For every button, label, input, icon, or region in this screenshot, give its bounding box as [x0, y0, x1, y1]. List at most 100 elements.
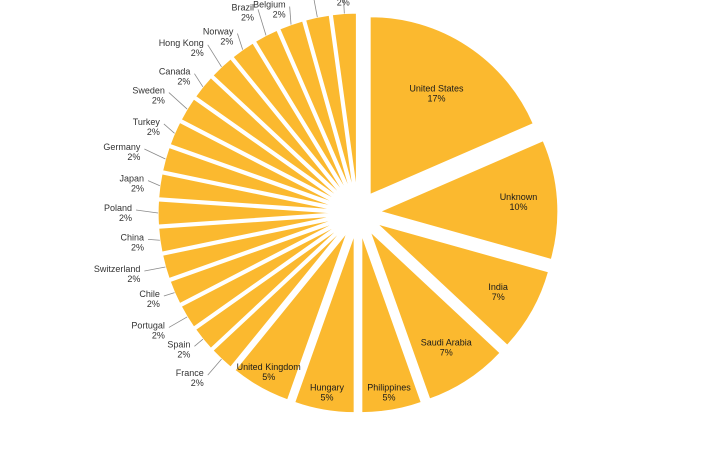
- slice-value: 2%: [191, 48, 204, 58]
- slice-value: 5%: [262, 372, 275, 382]
- slice-name: Saudi Arabia: [421, 337, 472, 347]
- slice-name: Philippines: [367, 383, 411, 393]
- slice-value: 2%: [306, 0, 319, 2]
- slice-name: Hong Kong: [159, 38, 204, 48]
- slices-group: [157, 12, 559, 414]
- slice-label-hong-kong: Hong Kong 2%: [159, 38, 204, 58]
- slice-name: Switzerland: [94, 264, 141, 274]
- leader-line-malaysia: [313, 0, 318, 18]
- slice-name: Chile: [139, 289, 160, 299]
- pie-slice-united-kingdom: [234, 231, 348, 401]
- slice-label-poland: Poland 2%: [104, 203, 132, 223]
- slice-label-belgium: Belgium 2%: [253, 0, 286, 19]
- leader-line-germany: [144, 148, 166, 160]
- slice-label-china: China 2%: [120, 232, 144, 252]
- leader-line-brazil: [257, 9, 267, 36]
- pie-slice-brazil: [254, 29, 349, 194]
- slice-name: Norway: [203, 27, 234, 37]
- leader-line-china: [147, 239, 160, 241]
- pie-slice-poland: [157, 200, 337, 226]
- slice-name: Poland: [104, 203, 132, 213]
- slice-label-portugal: Portugal 2%: [131, 320, 165, 340]
- leader-line-france: [207, 358, 222, 376]
- slice-name: Japan: [119, 174, 144, 184]
- leader-line-canada: [194, 73, 204, 87]
- pie-slice-hungary: [293, 234, 355, 414]
- slice-name: Brazil: [232, 2, 255, 12]
- slice-label-spain: Spain 2%: [167, 339, 190, 359]
- slice-value: 17%: [427, 93, 445, 103]
- slice-value: 2%: [147, 127, 160, 137]
- slice-name: France: [176, 368, 204, 378]
- slice-value: 2%: [177, 349, 190, 359]
- slice-label-philippines: Philippines 5%: [367, 383, 411, 403]
- slice-label-unknown: Unknown 10%: [500, 192, 538, 212]
- pie-slice-unknown: [378, 139, 559, 261]
- slice-label-france: France 2%: [176, 368, 204, 388]
- labels-group: United States 17%Unknown 10%India 7%Saudi A…: [94, 0, 537, 403]
- slice-value: 7%: [440, 347, 453, 357]
- slice-value: 2%: [220, 37, 233, 47]
- slice-label-turkey: Turkey 2%: [133, 117, 161, 137]
- slice-label-brazil: Brazil 2%: [232, 2, 255, 22]
- leader-line-turkey: [163, 123, 175, 134]
- pie-slice-india: [376, 223, 550, 347]
- pie-slice-philippines: [361, 234, 423, 414]
- slice-value: 2%: [147, 299, 160, 309]
- slice-value: 10%: [509, 202, 527, 212]
- pie-slice-turkey: [169, 121, 339, 205]
- leader-line-chile: [163, 292, 175, 297]
- slice-name: China: [120, 232, 144, 242]
- slice-value: 2%: [131, 242, 144, 252]
- leader-line-switzerland: [144, 266, 166, 272]
- slice-name: Germany: [103, 142, 141, 152]
- slice-value: 2%: [152, 96, 165, 106]
- slice-value: 2%: [273, 9, 286, 19]
- slice-label-sweden: Sweden 2%: [132, 86, 165, 106]
- leader-line-spain: [194, 338, 204, 347]
- slice-name: Portugal: [131, 320, 165, 330]
- pie-slice-japan: [157, 173, 337, 211]
- slice-label-united-kingdom: United Kingdom 5%: [237, 362, 301, 382]
- slice-name: Turkey: [133, 117, 161, 127]
- pie-slice-canada: [194, 76, 342, 200]
- slice-value: 2%: [152, 330, 165, 340]
- slice-label-india: India 7%: [488, 282, 508, 302]
- slice-value: 2%: [241, 12, 254, 22]
- leader-line-portugal: [168, 316, 188, 328]
- slice-value: 2%: [177, 77, 190, 87]
- slice-label-japan: Japan 2%: [119, 174, 144, 194]
- leader-line-japan: [147, 180, 161, 187]
- slice-label-malaysia: Malaysia2%: [294, 0, 330, 2]
- pie-slice-chile: [169, 221, 339, 305]
- slice-label-united-states: United States 17%: [409, 83, 464, 103]
- slice-value: 2%: [127, 274, 140, 284]
- leader-line-netherlands: [343, 0, 345, 14]
- slice-name: Belgium: [253, 0, 286, 9]
- leader-line-sweden: [168, 92, 188, 110]
- slice-value: 2%: [191, 378, 204, 388]
- slice-value: 2%: [127, 152, 140, 162]
- slice-label-germany: Germany 2%: [103, 142, 141, 162]
- slice-name: India: [488, 282, 508, 292]
- slice-label-norway: Norway 2%: [203, 27, 234, 47]
- slice-label-chile: Chile 2%: [139, 289, 160, 309]
- leader-line-norway: [237, 33, 244, 50]
- slice-name: Hungary: [310, 383, 345, 393]
- slice-name: Spain: [167, 339, 190, 349]
- pie-slice-united-states: [369, 16, 535, 196]
- slice-label-hungary: Hungary 5%: [310, 383, 345, 403]
- slice-label-canada: Canada 2%: [159, 67, 191, 87]
- slice-value: 5%: [382, 393, 395, 403]
- slice-name: Canada: [159, 67, 191, 77]
- slice-name: Unknown: [500, 192, 538, 202]
- slice-value: 2%: [337, 0, 350, 8]
- leader-line-belgium: [289, 6, 292, 25]
- slice-value: 2%: [119, 213, 132, 223]
- slice-label-netherlands: Netherlands2%: [319, 0, 368, 8]
- slice-value: 5%: [321, 393, 334, 403]
- leader-line-hong-kong: [207, 44, 222, 68]
- pie-slice-spain: [194, 226, 342, 350]
